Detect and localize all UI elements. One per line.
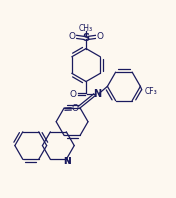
Text: O: O bbox=[71, 104, 78, 113]
Text: N: N bbox=[63, 157, 70, 166]
Text: N: N bbox=[63, 157, 70, 166]
Text: CF₃: CF₃ bbox=[145, 87, 157, 96]
Text: O: O bbox=[96, 32, 103, 41]
Text: O: O bbox=[69, 32, 76, 41]
Text: CH₃: CH₃ bbox=[79, 24, 93, 33]
Text: N: N bbox=[93, 89, 101, 99]
Text: O: O bbox=[69, 90, 76, 99]
Text: S: S bbox=[83, 33, 90, 43]
